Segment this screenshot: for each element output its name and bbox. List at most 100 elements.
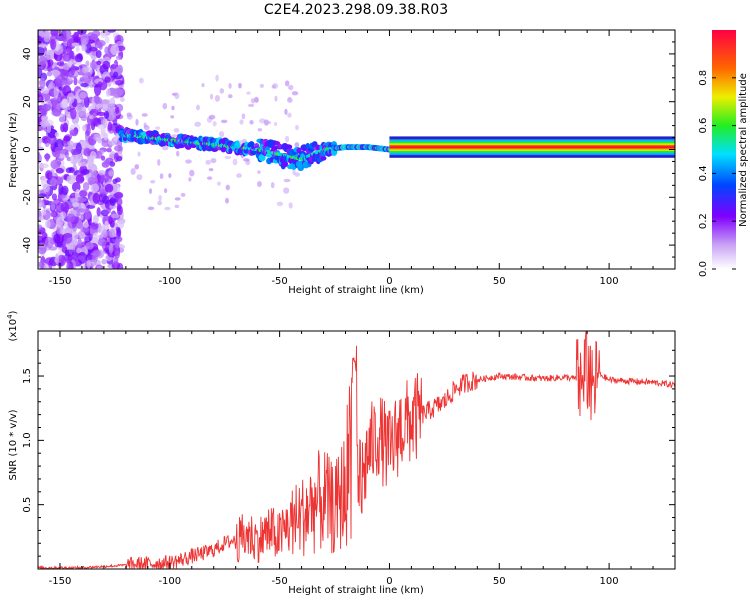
heatmap-cell — [104, 220, 109, 231]
heatmap-cell — [228, 82, 232, 89]
heatmap-cell — [114, 88, 124, 95]
heatmap-cell — [54, 146, 61, 159]
heatmap-cell — [115, 55, 122, 61]
heatmap-cell — [164, 188, 168, 194]
heatmap-cell — [101, 140, 110, 148]
heatmap-cell — [51, 109, 62, 117]
heatmap-cell — [56, 254, 66, 267]
heatmap-xlabel: Height of straight line (km) — [288, 285, 424, 296]
heatmap-cell — [274, 121, 278, 126]
heatmap-cell — [176, 150, 180, 157]
heatmap-cell — [227, 94, 233, 99]
heatmap-cell — [250, 98, 256, 104]
heatmap-xtick-label: -50 — [271, 276, 287, 287]
heatmap-cell — [141, 113, 148, 117]
heatmap-cell — [70, 64, 76, 76]
heatmap-cell — [101, 258, 108, 265]
heatmap-cell — [42, 184, 51, 193]
heatmap-cell — [80, 114, 88, 122]
heatmap-cell — [50, 201, 56, 211]
heatmap-cell — [81, 44, 87, 52]
heatmap-cell — [62, 122, 69, 133]
heatmap-cell — [212, 121, 217, 127]
heatmap-cell — [287, 96, 292, 102]
snr-xtick-label: -50 — [271, 576, 287, 587]
heatmap-cell — [109, 161, 116, 167]
heatmap-cell — [38, 224, 43, 230]
heatmap-cell — [216, 181, 221, 186]
heatmap-cell — [114, 250, 120, 259]
heatmap-cell — [96, 111, 107, 117]
heatmap-cell — [77, 251, 88, 264]
heatmap-cell — [188, 177, 192, 182]
heatmap-cell — [170, 115, 175, 119]
heatmap-cell — [158, 194, 162, 202]
heatmap-cell — [84, 42, 92, 54]
heatmap-cell — [55, 167, 64, 174]
heatmap-cell — [201, 83, 205, 88]
heatmap-cell — [110, 213, 120, 219]
heatmap-cell — [246, 91, 251, 95]
heatmap-cell — [164, 206, 171, 211]
heatmap-cell — [93, 232, 99, 243]
heatmap-cell — [162, 102, 168, 110]
heatmap-cell — [50, 177, 57, 187]
heatmap-cell — [215, 74, 219, 82]
heatmap-cell — [50, 211, 57, 218]
heatmap-cell — [157, 200, 163, 206]
heatmap-cell — [218, 130, 225, 138]
heatmap-cell — [38, 43, 48, 48]
colorbar — [712, 30, 736, 269]
heatmap-cell — [82, 182, 90, 191]
heatmap-cell — [80, 82, 89, 88]
heatmap-cell — [225, 197, 229, 204]
heatmap-cell — [257, 170, 261, 174]
colorbar-label: Normalized spectral amplitude — [738, 73, 749, 227]
heatmap-cell — [59, 113, 66, 123]
heatmap-cell — [171, 134, 178, 138]
heatmap-cell — [220, 119, 228, 124]
snr-xtick-label: -150 — [49, 576, 72, 587]
heatmap-cell — [147, 206, 155, 211]
heatmap-cell — [271, 84, 276, 89]
snr-scale-open: (x10 — [8, 319, 19, 342]
heatmap-cell — [100, 32, 107, 39]
heatmap-cell — [77, 161, 88, 167]
heatmap-cell — [78, 190, 88, 198]
snr-scale-exp: 4 — [6, 314, 14, 319]
heatmap-cell — [92, 112, 97, 119]
colorbar-tick-label: 0.4 — [698, 165, 709, 181]
heatmap-cell — [104, 76, 111, 83]
heatmap-xtick-label: 100 — [600, 276, 619, 287]
heatmap-cell — [62, 240, 67, 248]
heatmap-cell — [45, 219, 51, 229]
heatmap-xtick-label: -150 — [49, 276, 72, 287]
heatmap-cell — [258, 153, 266, 162]
heatmap-ytick-label: 20 — [22, 95, 33, 108]
heatmap-cell — [137, 151, 141, 157]
heatmap-cell — [74, 54, 83, 63]
heatmap-cell — [38, 151, 41, 163]
heatmap-cell — [66, 174, 76, 185]
heatmap-cell — [104, 183, 114, 193]
snr-ylabel: SNR (10 * v/v) — [8, 409, 19, 480]
snr-ytick-label: 0.5 — [22, 497, 33, 513]
snr-xtick-label: 100 — [600, 576, 619, 587]
snr-xtick-label: -100 — [158, 576, 181, 587]
heatmap-cell — [61, 98, 69, 109]
heatmap-cell — [50, 159, 61, 170]
heatmap-cell — [70, 148, 81, 155]
heatmap-cell — [114, 191, 124, 199]
heatmap-cell — [95, 49, 102, 59]
heatmap-cell — [81, 168, 90, 175]
heatmap-cell — [291, 91, 299, 96]
heatmap-cell — [196, 104, 200, 111]
heatmap-cell — [238, 82, 242, 89]
heatmap-cell — [71, 231, 78, 243]
heatmap-cell — [284, 80, 290, 87]
heatmap-cell — [159, 173, 164, 180]
heatmap-cell — [53, 86, 59, 98]
heatmap-cell — [288, 84, 294, 91]
heatmap-cell — [63, 30, 72, 39]
